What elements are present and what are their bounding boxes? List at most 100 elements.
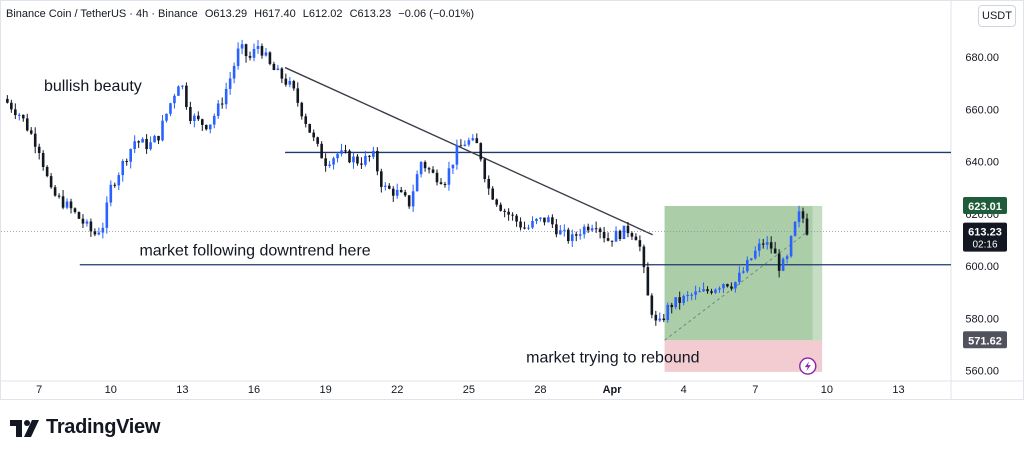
x-tick-label: 13: [176, 384, 188, 396]
symbol-name[interactable]: Binance Coin / TetherUS · 4h · Binance: [6, 8, 198, 20]
annotations: bullish beauty market following downtrend…: [44, 78, 700, 367]
candle-body: [761, 243, 765, 245]
candle-body: [352, 156, 355, 163]
candle-body: [415, 174, 419, 192]
candle-body: [304, 116, 308, 124]
candle-body: [443, 183, 447, 185]
loss-zone[interactable]: [664, 340, 823, 372]
candle-body: [216, 103, 220, 116]
x-tick-label: 22: [391, 384, 403, 396]
candle-body: [495, 199, 498, 205]
candle-body: [499, 204, 502, 211]
candle-body: [292, 81, 296, 89]
chart-annotation[interactable]: bullish beauty: [44, 78, 142, 95]
candle-body: [439, 182, 443, 184]
candle-body: [332, 158, 335, 165]
candle-body: [626, 225, 630, 234]
candle-body: [77, 212, 81, 219]
candle-body: [543, 217, 546, 223]
y-tick-label: 560.00: [965, 366, 999, 378]
y-tick-label: 640.00: [965, 157, 999, 169]
candle-body: [240, 44, 244, 49]
x-axis: 7 10 13 16 19 22 25 28 Apr 4 7 10 13: [1, 380, 1023, 396]
candle-body: [698, 291, 701, 293]
candle-body: [479, 143, 483, 160]
candle-body: [475, 138, 479, 144]
candle-body: [722, 284, 725, 289]
candle-body: [89, 221, 93, 232]
candle-body: [666, 304, 670, 321]
candle-body: [483, 159, 487, 179]
candle-body: [165, 113, 168, 121]
candle-body: [256, 46, 260, 49]
candle-body: [634, 236, 638, 241]
candle-body: [395, 189, 399, 196]
candle-body: [224, 88, 228, 105]
candle-body: [646, 267, 650, 296]
candle-body: [236, 48, 240, 66]
chart-annotation[interactable]: market following downtrend here: [139, 243, 370, 260]
candle-body: [53, 187, 57, 196]
candle-body: [33, 133, 37, 147]
x-tick-label: 7: [36, 384, 42, 396]
candle-body: [14, 109, 17, 116]
candle-body: [364, 155, 367, 165]
candle-body: [193, 115, 196, 122]
candle-body: [555, 224, 558, 235]
candle-body: [93, 231, 97, 235]
candle-body: [220, 103, 224, 105]
candle-body: [487, 178, 491, 189]
candle-body: [73, 208, 77, 213]
candle-body: [85, 221, 89, 224]
x-tick-label: 7: [752, 384, 758, 396]
candle-body: [376, 150, 379, 172]
candle-body: [264, 52, 268, 56]
candle-body: [682, 295, 685, 303]
candle-body: [535, 218, 538, 221]
price-chart[interactable]: 7 10 13 16 19 22 25 28 Apr 4 7 10 13 560.00 580.00 600…: [1, 1, 1023, 399]
candle-body: [320, 143, 323, 159]
x-tick-label: 10: [821, 384, 833, 396]
candle-body: [336, 153, 339, 159]
candle-body: [109, 184, 113, 203]
downtrend-line[interactable]: [284, 66, 653, 236]
candle-body: [81, 218, 85, 224]
lightning-glyph: [804, 361, 811, 372]
currency-button[interactable]: USDT: [978, 5, 1016, 27]
last-price-text: 613.23: [968, 227, 1002, 239]
candle-body: [61, 196, 65, 208]
candle-body: [491, 188, 495, 200]
candle-body: [284, 78, 288, 85]
candle-body: [387, 185, 391, 189]
candle-body: [702, 289, 705, 292]
chart-frame: 7 10 13 16 19 22 25 28 Apr 4 7 10 13 560.00 580.00 600…: [0, 0, 1024, 400]
candle-body: [149, 142, 152, 150]
candle-body: [559, 230, 562, 235]
candle-body: [706, 289, 709, 292]
candle-body: [300, 102, 304, 117]
candle-body: [181, 85, 184, 87]
candle-body: [312, 132, 315, 138]
candle-body: [662, 318, 666, 321]
candle-body: [618, 230, 622, 240]
candle-body: [411, 191, 415, 207]
candle-body: [161, 120, 164, 141]
candle-body: [157, 135, 160, 141]
candle-body: [288, 81, 292, 85]
candle-body: [463, 144, 467, 146]
candle-body: [511, 214, 514, 216]
candle-body: [805, 218, 809, 235]
candle-body: [105, 202, 109, 228]
candle-body: [177, 86, 180, 96]
candle-body: [765, 242, 769, 245]
chart-annotation[interactable]: market trying to rebound: [526, 350, 699, 367]
candle-body: [344, 150, 347, 152]
candle-body: [519, 221, 522, 228]
y-tick-label: 600.00: [965, 261, 999, 273]
candle-body: [690, 294, 693, 296]
candle-body: [734, 282, 737, 289]
candle-body: [57, 195, 61, 197]
x-tick-label: 25: [463, 384, 475, 396]
candle-body: [372, 150, 375, 157]
candle-body: [654, 314, 658, 321]
